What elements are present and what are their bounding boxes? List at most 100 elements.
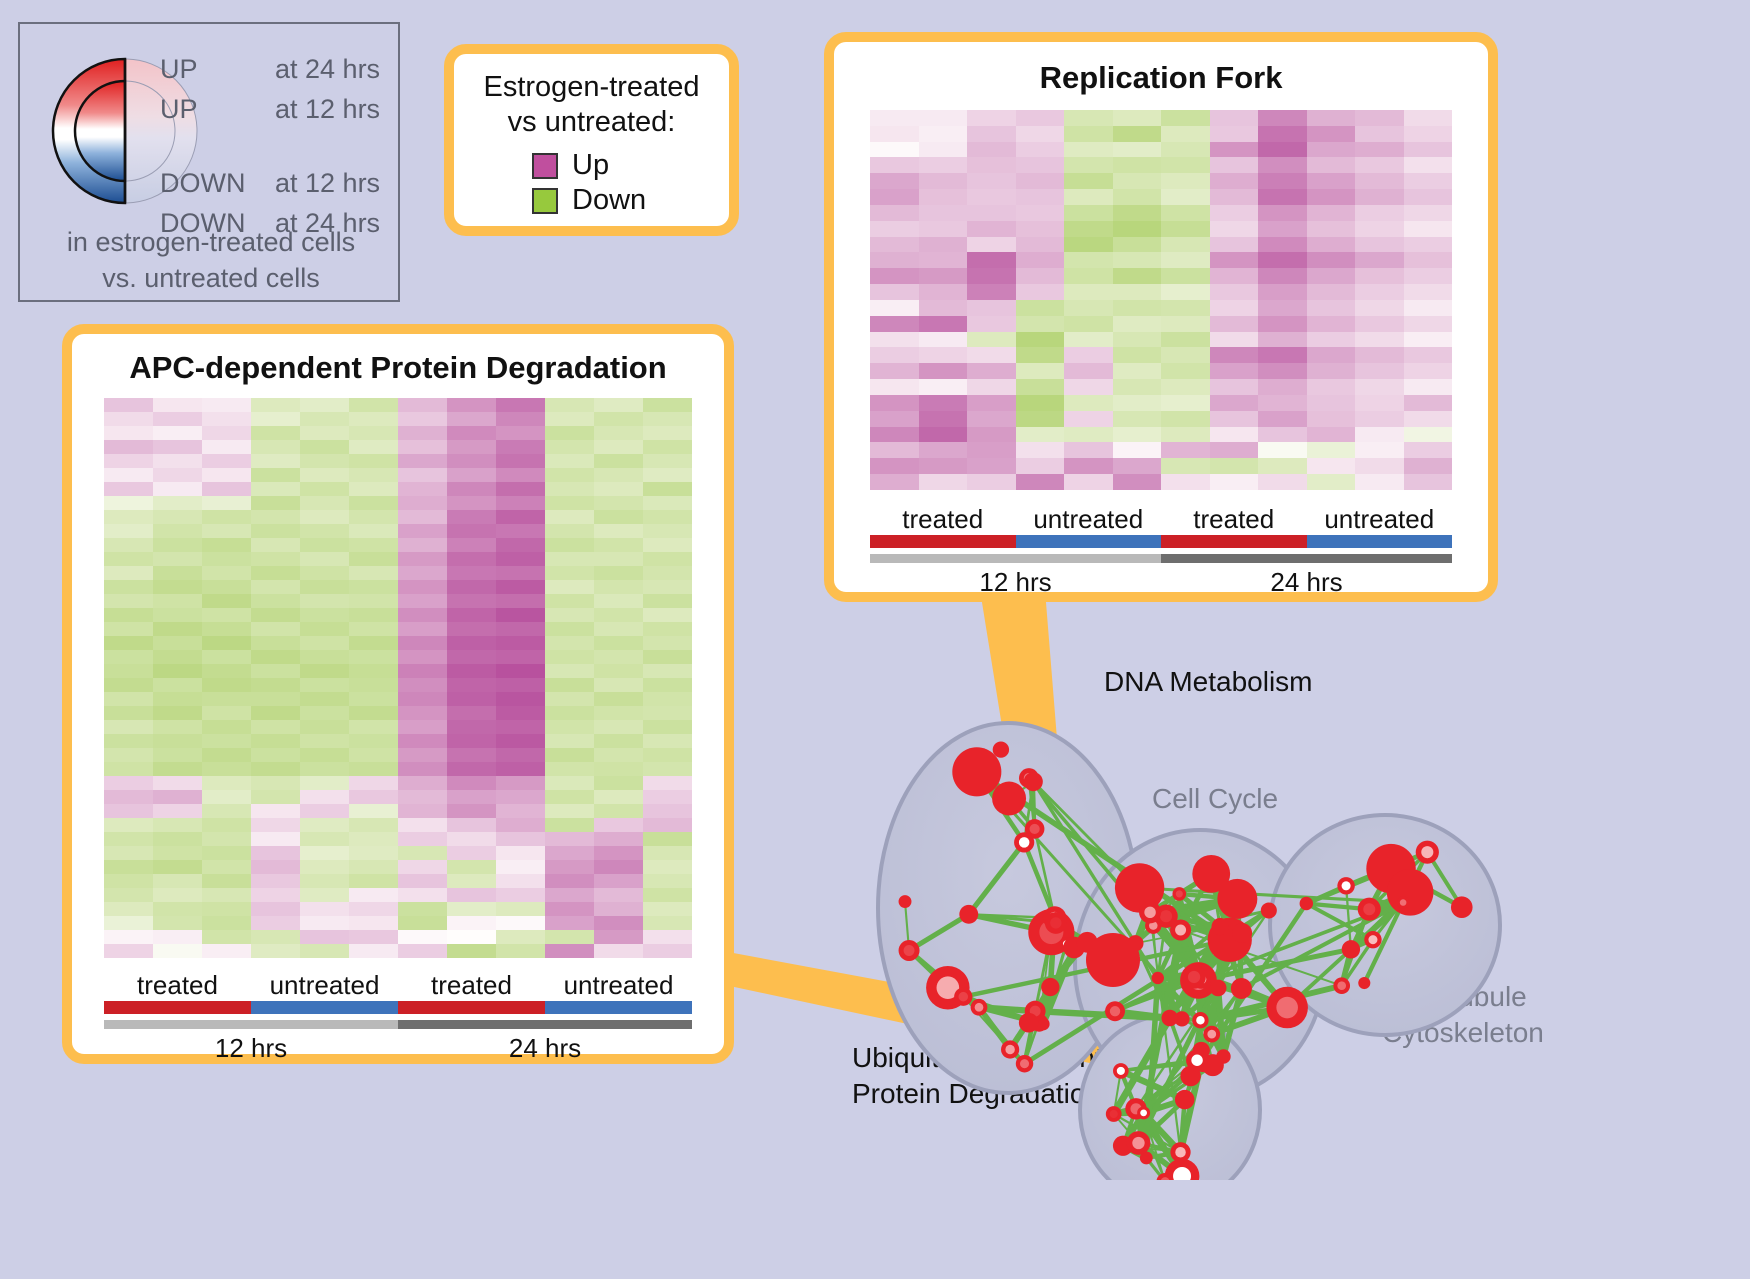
network-node: [1203, 1025, 1221, 1043]
heatmap-cell: [104, 860, 153, 874]
heatmap-cell: [496, 398, 545, 412]
heatmap-cell: [870, 442, 919, 459]
network-node: [1230, 977, 1252, 999]
heatmap-cell: [594, 580, 643, 594]
colour-wheel-legend: UP at 24 hrs UP at 12 hrs DOWN at 12 hrs…: [18, 22, 400, 302]
heatmap-cell: [1403, 458, 1452, 475]
heatmap-cell: [1403, 157, 1452, 174]
rf-time-labels: 12 hrs 24 hrs: [870, 567, 1452, 598]
heatmap-cell: [967, 157, 1016, 174]
heatmap-cell: [153, 426, 202, 440]
heatmap-cell: [918, 347, 967, 364]
heatmap-cell: [104, 524, 153, 538]
heatmap-cell: [349, 692, 398, 706]
heatmap-cell: [251, 426, 300, 440]
wheel-time-down-12: at 12 hrs: [275, 168, 381, 198]
heatmap-cell: [643, 566, 692, 580]
heatmap-cell: [447, 426, 496, 440]
heatmap-cell: [447, 734, 496, 748]
heatmap-cell: [1403, 426, 1452, 443]
heatmap-cell: [447, 902, 496, 916]
heatmap-cell: [1112, 363, 1161, 380]
heatmap-cell: [967, 220, 1016, 237]
heatmap-cell: [153, 454, 202, 468]
heatmap-cell: [398, 874, 447, 888]
heatmap-cell: [447, 930, 496, 944]
heatmap-cell: [1112, 236, 1161, 253]
heatmap-cell: [1403, 110, 1452, 126]
heatmap-cell: [594, 818, 643, 832]
heatmap-cell: [594, 454, 643, 468]
heatmap-cell: [398, 454, 447, 468]
heatmap-cell: [251, 720, 300, 734]
heatmap-cell: [349, 902, 398, 916]
heatmap-cell: [594, 860, 643, 874]
heatmap-cell: [1306, 125, 1355, 142]
apc-sample-labels: treated untreated treated untreated: [104, 970, 692, 1001]
heatmap-cell: [918, 379, 967, 395]
heatmap-cell: [447, 580, 496, 594]
heatmap-cell: [300, 804, 349, 818]
heatmap-cell: [251, 944, 300, 958]
heatmap-cell: [447, 412, 496, 426]
heatmap-cell: [545, 916, 594, 930]
heatmap-cell: [153, 552, 202, 566]
network-edge: [1215, 987, 1227, 1057]
heatmap-cell: [349, 426, 398, 440]
heatmap-cell: [202, 482, 251, 496]
heatmap-cell: [545, 860, 594, 874]
heatmap-cell: [398, 538, 447, 552]
heatmap-cell: [398, 482, 447, 496]
network-edge: [1177, 891, 1222, 929]
heatmap-cell: [447, 888, 496, 902]
heatmap-cell: [1015, 410, 1064, 427]
network-edge: [907, 912, 971, 953]
heatmap-cell: [1064, 284, 1113, 300]
network-node: [1211, 917, 1229, 936]
wheel-state-down-12: DOWN: [160, 168, 246, 198]
heatmap-cell: [1015, 173, 1064, 190]
heatmap-cell: [349, 706, 398, 720]
heatmap-cell: [300, 930, 349, 944]
heatmap-cell: [202, 650, 251, 664]
heatmap-cell: [594, 496, 643, 510]
heatmap-cell: [1355, 204, 1404, 221]
rf-time-bar-12: [870, 554, 1161, 563]
heatmap-cell: [643, 762, 692, 776]
heatmap-cell: [251, 594, 300, 608]
heatmap-cell: [300, 916, 349, 930]
heatmap-cell: [870, 157, 919, 174]
heatmap-cell: [300, 622, 349, 636]
heatmap-cell: [1258, 284, 1307, 300]
heatmap-cell: [1112, 125, 1161, 142]
heatmap-cell: [349, 720, 398, 734]
heatmap-cell: [1258, 458, 1307, 475]
heatmap-cell: [870, 284, 919, 300]
heatmap-cell: [1161, 299, 1210, 316]
heatmap-cell: [202, 902, 251, 916]
heatmap-cell: [104, 706, 153, 720]
heatmap-cell: [545, 482, 594, 496]
heatmap-cell: [594, 944, 643, 958]
heatmap-cell: [349, 552, 398, 566]
heatmap-cell: [496, 804, 545, 818]
heatmap-cell: [594, 622, 643, 636]
heatmap-cell: [545, 874, 594, 888]
heatmap-cell: [202, 510, 251, 524]
heatmap-cell: [918, 474, 967, 490]
heatmap-cell: [1306, 157, 1355, 174]
heatmap-cell: [1064, 157, 1113, 174]
heatmap-cell: [1015, 458, 1064, 475]
heatmap-cell: [594, 874, 643, 888]
heatmap-cell: [398, 748, 447, 762]
heatmap-cell: [594, 902, 643, 916]
heatmap-cell: [1403, 125, 1452, 142]
heatmap-cell: [398, 860, 447, 874]
heatmap-cell: [1064, 141, 1113, 158]
heatmap-cell: [594, 734, 643, 748]
heatmap-cell: [447, 860, 496, 874]
network-node: [1137, 1106, 1151, 1120]
heatmap-cell: [202, 944, 251, 958]
heatmap-cell: [202, 496, 251, 510]
heatmap-cell: [1161, 379, 1210, 395]
